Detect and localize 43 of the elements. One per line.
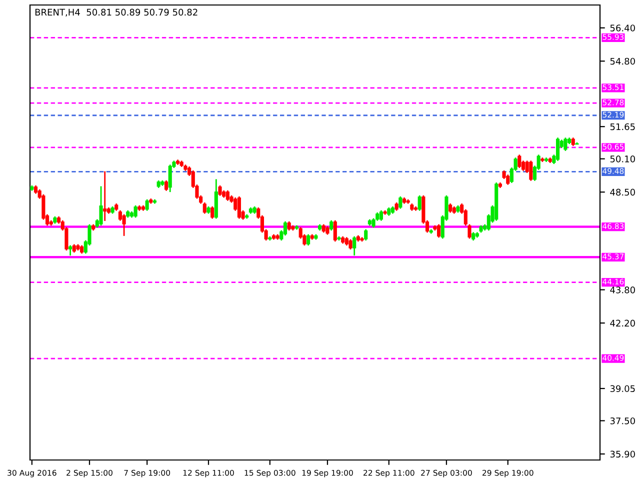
y-tick-label: 39.05: [610, 385, 635, 392]
candlestick: [164, 180, 168, 192]
candlestick: [218, 184, 222, 197]
y-tick-label: 42.20: [610, 320, 635, 327]
candlestick: [352, 236, 356, 256]
candlestick: [145, 198, 149, 212]
candlestick: [330, 220, 334, 232]
candlestick: [99, 186, 103, 226]
y-tick-label: 43.80: [610, 286, 635, 294]
y-tick-label: 54.80: [610, 58, 635, 65]
candlestick: [287, 220, 291, 232]
y-tick-label: 51.65: [610, 123, 635, 130]
candlestick: [134, 204, 138, 218]
candlestick: [448, 202, 452, 214]
y-tick-label: 37.50: [610, 417, 635, 424]
candlestick: [168, 164, 172, 193]
candlestick: [398, 196, 402, 210]
candlestick: [418, 194, 422, 212]
candlestick: [202, 202, 206, 214]
candlestick: [103, 170, 107, 222]
candlestick: [210, 206, 214, 220]
candlestick: [518, 154, 522, 169]
chart-title: BRENT,H4 50.81 50.89 50.79 50.82: [35, 8, 198, 17]
candlestick: [379, 210, 383, 222]
y-tick-label: 56.40: [610, 24, 635, 32]
candlestick: [226, 190, 230, 202]
candlestick: [122, 214, 126, 237]
candlestick: [306, 234, 310, 246]
candlestick: [237, 196, 241, 220]
candlestick: [348, 238, 352, 250]
candlestick: [506, 174, 510, 186]
y-tick-label: 50.10: [610, 156, 635, 162]
candlestick: [68, 244, 72, 256]
candlestick: [333, 220, 337, 242]
candlestick: [437, 224, 441, 238]
candlestick: [564, 136, 568, 152]
candlestick: [556, 136, 560, 162]
candlestick: [283, 220, 288, 236]
y-tick-label: 48.50: [610, 188, 635, 196]
candlestick: [468, 224, 472, 240]
candlestick: [364, 228, 368, 242]
y-tick-label: 35.90: [610, 450, 635, 458]
candlestick: [529, 160, 533, 182]
